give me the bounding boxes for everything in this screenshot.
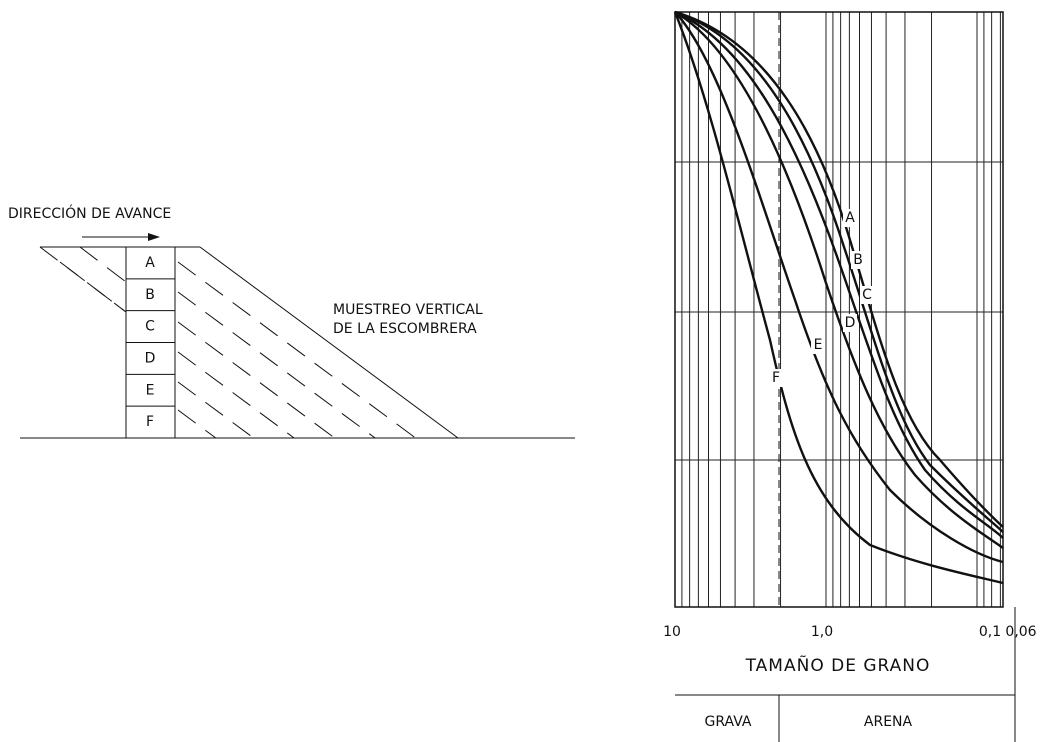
- layer-label: F: [146, 414, 154, 430]
- hatch-line: [40, 247, 126, 312]
- hatch-line: [178, 382, 254, 438]
- curve-label: E: [814, 337, 823, 353]
- class-label: ARENA: [864, 714, 913, 730]
- hatch-line: [60, 262, 126, 312]
- x-label: 0,1: [979, 624, 1001, 640]
- class-label: GRAVA: [705, 714, 752, 730]
- hatching: [40, 247, 416, 438]
- layer-label: D: [145, 350, 156, 366]
- curve-label: F: [772, 370, 780, 386]
- direction-label: DIRECCIÓN DE AVANCE: [8, 204, 171, 222]
- x-label: 1,0: [811, 624, 833, 640]
- curve-label: D: [845, 315, 856, 331]
- curve: [675, 12, 1003, 538]
- curve-label: B: [853, 252, 863, 268]
- slope-line: [200, 247, 458, 438]
- layer-label: B: [145, 287, 155, 303]
- curve: [675, 12, 1003, 532]
- curve-label: A: [845, 210, 855, 226]
- curve: [675, 12, 1003, 527]
- layer-label: E: [146, 382, 155, 398]
- hatch-line: [80, 247, 126, 282]
- hatch-line: [178, 410, 216, 438]
- x-label: 10: [663, 624, 681, 640]
- arrow-head: [148, 233, 160, 241]
- hatch-line: [178, 262, 416, 438]
- hatch-line: [178, 322, 335, 438]
- x-label: 0,06: [1005, 624, 1036, 640]
- layer-label: A: [145, 255, 155, 271]
- drawing: DIRECCIÓN DE AVANCE ABCDEF MUESTREO VERT…: [0, 0, 1040, 742]
- curve: [675, 12, 1003, 548]
- note-line: MUESTREO VERTICAL: [333, 302, 483, 318]
- curve: [675, 12, 1003, 562]
- axis-title: TAMAÑO DE GRANO: [745, 654, 931, 676]
- layer-label: C: [145, 319, 155, 335]
- note-line: DE LA ESCOMBRERA: [333, 321, 477, 337]
- curve-label: C: [862, 287, 872, 303]
